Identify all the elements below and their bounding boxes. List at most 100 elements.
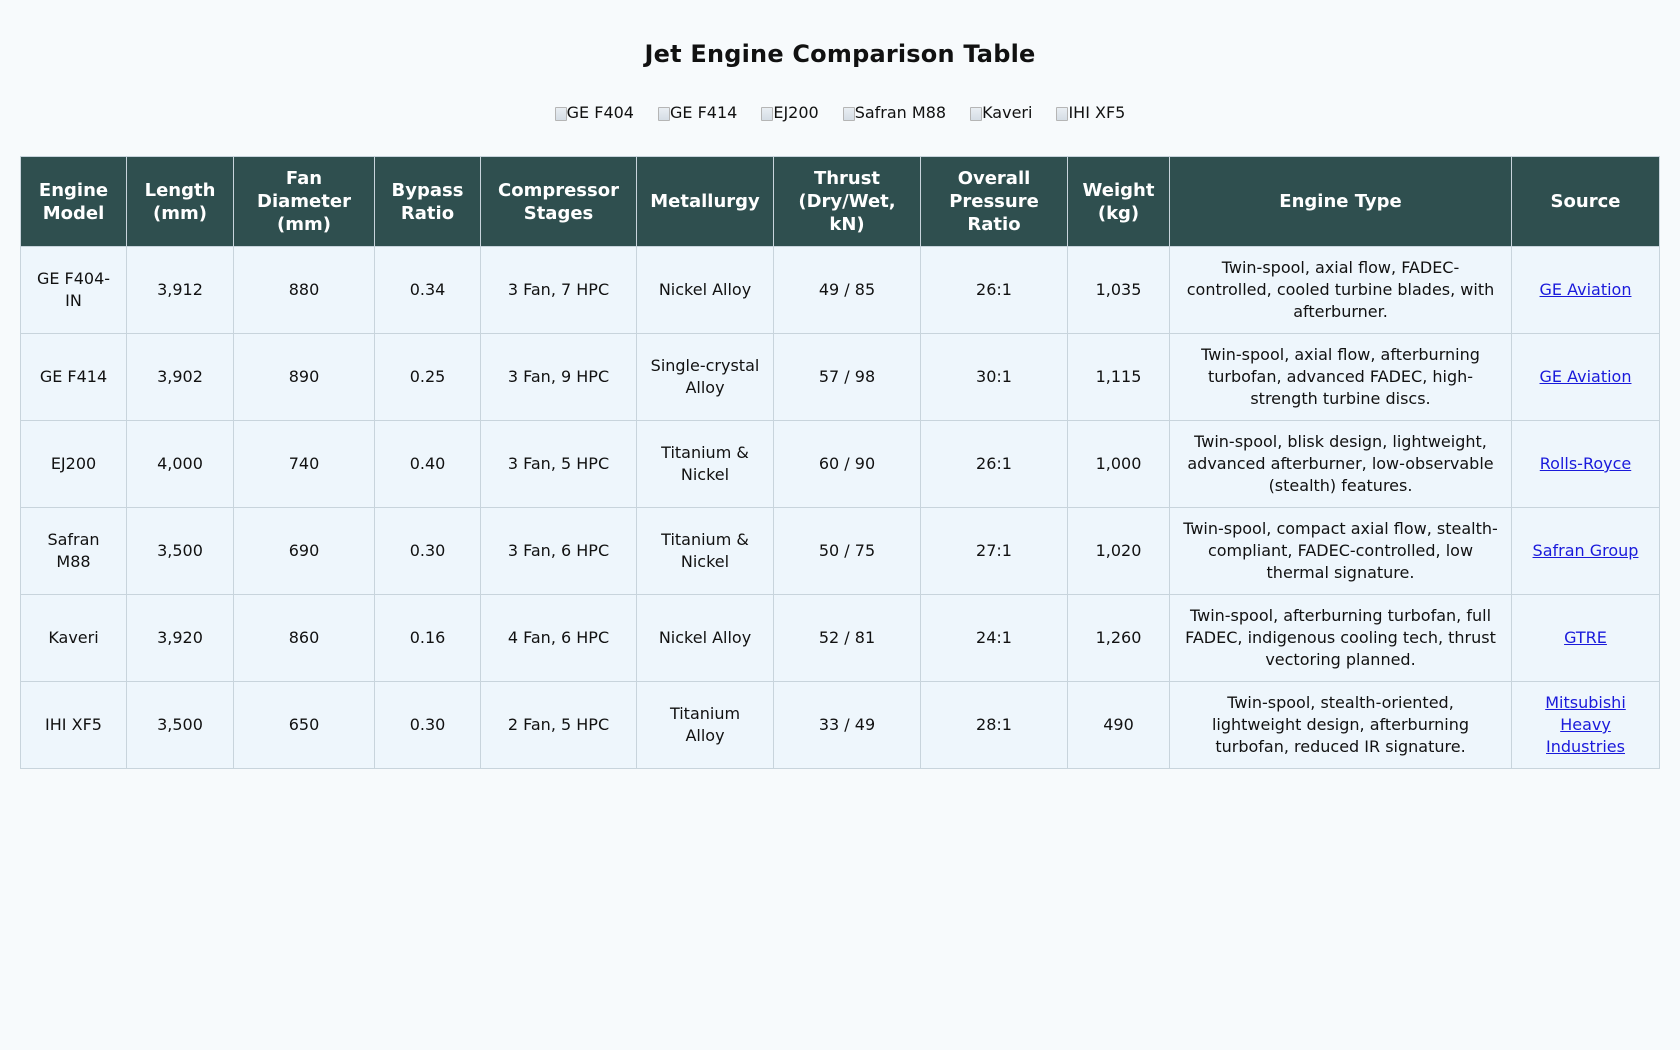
- column-header: Compressor Stages: [480, 156, 637, 247]
- engine-image-alt: GE F404: [566, 103, 634, 122]
- cell-weight: 1,260: [1067, 594, 1170, 682]
- table-row: IHI XF5 3,500 650 0.30 2 Fan, 5 HPC Titanium …: [20, 681, 1660, 769]
- cell-bypass: 0.34: [374, 246, 481, 334]
- table-row: EJ200 4,000 740 0.40 3 Fan, 5 HPC Titanium & …: [20, 420, 1660, 508]
- engine-image-alt: Safran M88: [854, 103, 947, 122]
- source-link[interactable]: GE Aviation: [1539, 280, 1632, 299]
- broken-image-icon: [657, 107, 670, 121]
- cell-model: GE F404-IN: [20, 246, 127, 334]
- comparison-table: Engine Model Length (mm) Fan Diameter (mm)…: [20, 156, 1660, 769]
- cell-model: GE F414: [20, 333, 127, 421]
- cell-opr: 28:1: [920, 681, 1068, 769]
- cell-metallurgy: Titanium Alloy: [636, 681, 774, 769]
- engine-image-row: GE F404 GE F414 EJ200 Safran M88 Kaveri IHI X…: [0, 102, 1680, 124]
- cell-stages: 3 Fan, 6 HPC: [480, 507, 637, 595]
- source-link[interactable]: Safran Group: [1532, 541, 1639, 560]
- cell-type: Twin-spool, axial flow, FADEC-controlled…: [1169, 246, 1512, 334]
- column-header: Thrust (Dry/Wet, kN): [773, 156, 921, 247]
- cell-stages: 2 Fan, 5 HPC: [480, 681, 637, 769]
- cell-source: GE Aviation: [1511, 333, 1660, 421]
- engine-image: Safran M88: [842, 102, 947, 124]
- engine-image: IHI XF5: [1056, 102, 1125, 124]
- cell-type: Twin-spool, compact axial flow, stealth-…: [1169, 507, 1512, 595]
- cell-fan-diameter: 690: [233, 507, 375, 595]
- column-header: Engine Type: [1169, 156, 1512, 247]
- column-header: Bypass Ratio: [374, 156, 481, 247]
- cell-source: GTRE: [1511, 594, 1660, 682]
- table-header-row: Engine Model Length (mm) Fan Diameter (mm)…: [20, 156, 1660, 247]
- cell-weight: 490: [1067, 681, 1170, 769]
- cell-source: Rolls-Royce: [1511, 420, 1660, 508]
- cell-fan-diameter: 740: [233, 420, 375, 508]
- cell-opr: 24:1: [920, 594, 1068, 682]
- cell-thrust: 57 / 98: [773, 333, 921, 421]
- cell-thrust: 33 / 49: [773, 681, 921, 769]
- cell-model: IHI XF5: [20, 681, 127, 769]
- source-link[interactable]: Mitsubishi Heavy Industries: [1545, 693, 1626, 756]
- cell-weight: 1,000: [1067, 420, 1170, 508]
- table-row: Kaveri 3,920 860 0.16 4 Fan, 6 HPC Nickel All…: [20, 594, 1660, 682]
- engine-image-alt: IHI XF5: [1068, 103, 1126, 122]
- column-header: Fan Diameter (mm): [233, 156, 375, 247]
- cell-opr: 26:1: [920, 246, 1068, 334]
- cell-metallurgy: Nickel Alloy: [636, 246, 774, 334]
- cell-opr: 27:1: [920, 507, 1068, 595]
- engine-image-alt: EJ200: [773, 103, 819, 122]
- broken-image-icon: [1056, 107, 1069, 121]
- cell-bypass: 0.40: [374, 420, 481, 508]
- broken-image-icon: [970, 107, 983, 121]
- cell-fan-diameter: 880: [233, 246, 375, 334]
- cell-fan-diameter: 650: [233, 681, 375, 769]
- engine-image: GE F404: [554, 102, 634, 124]
- cell-opr: 30:1: [920, 333, 1068, 421]
- table-row: Safran M88 3,500 690 0.30 3 Fan, 6 HPC Titani…: [20, 507, 1660, 595]
- page-title: Jet Engine Comparison Table: [644, 40, 1036, 68]
- cell-thrust: 50 / 75: [773, 507, 921, 595]
- cell-stages: 3 Fan, 9 HPC: [480, 333, 637, 421]
- table-body: GE F404-IN 3,912 880 0.34 3 Fan, 7 HPC Nickel…: [20, 246, 1660, 769]
- cell-length: 3,912: [126, 246, 234, 334]
- cell-opr: 26:1: [920, 420, 1068, 508]
- cell-length: 4,000: [126, 420, 234, 508]
- cell-type: Twin-spool, afterburning turbofan, full …: [1169, 594, 1512, 682]
- cell-metallurgy: Nickel Alloy: [636, 594, 774, 682]
- cell-length: 3,500: [126, 507, 234, 595]
- cell-length: 3,500: [126, 681, 234, 769]
- engine-image: EJ200: [761, 102, 819, 124]
- cell-stages: 3 Fan, 7 HPC: [480, 246, 637, 334]
- engine-image: GE F414: [657, 102, 738, 124]
- cell-weight: 1,035: [1067, 246, 1170, 334]
- engine-image-alt: GE F414: [669, 103, 738, 122]
- cell-fan-diameter: 890: [233, 333, 375, 421]
- cell-thrust: 52 / 81: [773, 594, 921, 682]
- source-link[interactable]: Rolls-Royce: [1539, 454, 1632, 473]
- cell-weight: 1,020: [1067, 507, 1170, 595]
- cell-source: Safran Group: [1511, 507, 1660, 595]
- broken-image-icon: [761, 107, 774, 121]
- cell-metallurgy: Single-crystal Alloy: [636, 333, 774, 421]
- broken-image-icon: [842, 107, 855, 121]
- column-header: Metallurgy: [636, 156, 774, 247]
- cell-bypass: 0.16: [374, 594, 481, 682]
- column-header: Source: [1511, 156, 1660, 247]
- cell-model: Kaveri: [20, 594, 127, 682]
- cell-stages: 3 Fan, 5 HPC: [480, 420, 637, 508]
- cell-metallurgy: Titanium & Nickel: [636, 507, 774, 595]
- source-link[interactable]: GTRE: [1564, 628, 1607, 647]
- engine-image-alt: Kaveri: [982, 103, 1033, 122]
- cell-model: EJ200: [20, 420, 127, 508]
- cell-type: Twin-spool, blisk design, lightweight, a…: [1169, 420, 1512, 508]
- cell-thrust: 49 / 85: [773, 246, 921, 334]
- cell-bypass: 0.30: [374, 681, 481, 769]
- engine-image: Kaveri: [970, 102, 1032, 124]
- cell-source: GE Aviation: [1511, 246, 1660, 334]
- cell-bypass: 0.30: [374, 507, 481, 595]
- source-link[interactable]: GE Aviation: [1539, 367, 1632, 386]
- cell-type: Twin-spool, axial flow, afterburning tur…: [1169, 333, 1512, 421]
- table-row: GE F404-IN 3,912 880 0.34 3 Fan, 7 HPC Nickel…: [20, 246, 1660, 334]
- cell-thrust: 60 / 90: [773, 420, 921, 508]
- column-header: Engine Model: [20, 156, 127, 247]
- cell-length: 3,920: [126, 594, 234, 682]
- cell-metallurgy: Titanium & Nickel: [636, 420, 774, 508]
